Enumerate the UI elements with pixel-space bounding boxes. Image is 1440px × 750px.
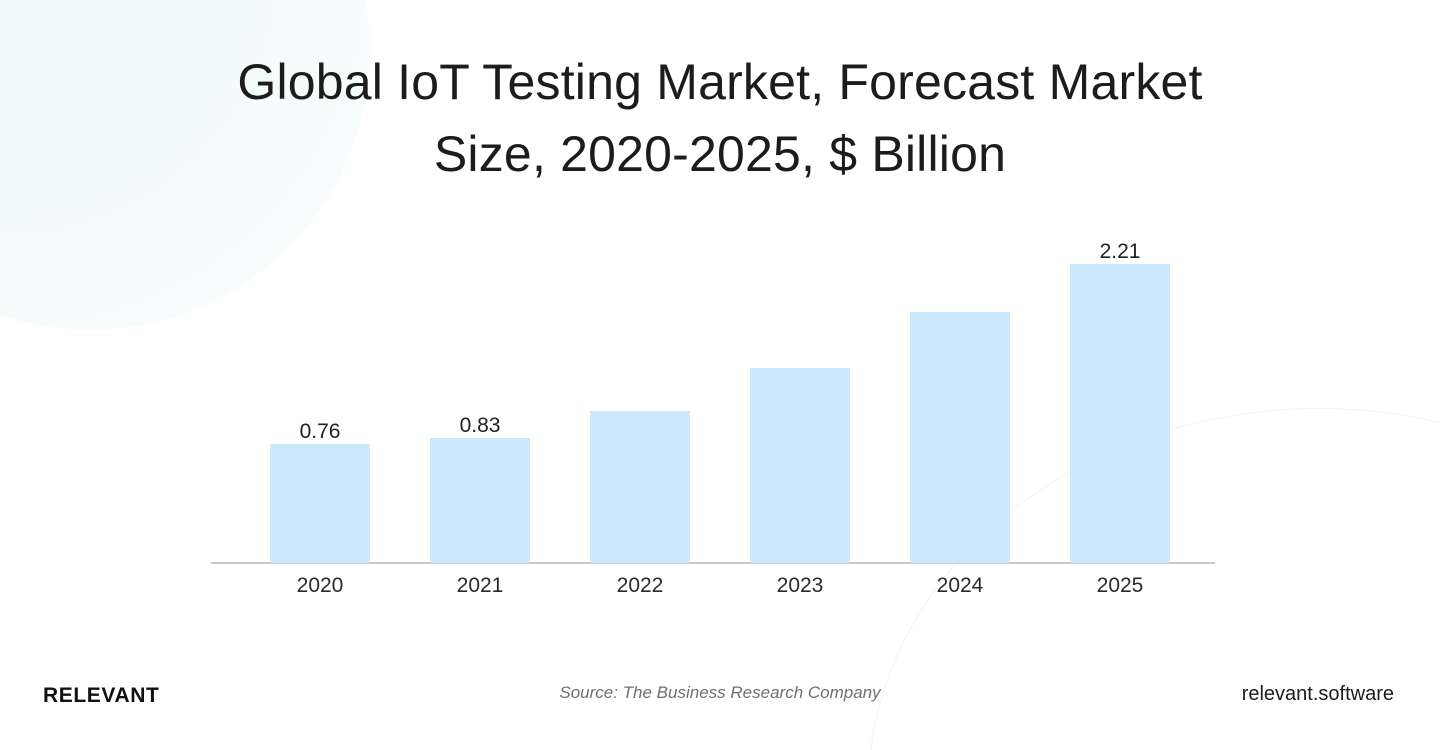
chart-title: Global IoT Testing Market, Forecast Mark… <box>237 54 1203 182</box>
bar-value-label-2020: 0.76 <box>299 420 341 443</box>
relevant-logo: RELEVANT <box>43 684 160 707</box>
x-tick-label-2025: 2025 <box>1096 574 1144 597</box>
bar-2024 <box>910 312 1010 563</box>
x-tick-label-2023: 2023 <box>776 574 824 597</box>
x-tick-label-2024: 2024 <box>936 574 984 597</box>
x-tick-label-2022: 2022 <box>616 574 664 597</box>
bar-2023 <box>750 368 850 563</box>
bar-2025 <box>1070 264 1170 563</box>
x-tick-label-2020: 2020 <box>296 574 344 597</box>
website-url: relevant.software <box>1241 683 1394 705</box>
x-tick-label-2021: 2021 <box>456 574 504 597</box>
bar-value-label-2025: 2.21 <box>1099 240 1141 263</box>
bar-2020 <box>270 444 370 563</box>
x-axis-line <box>211 562 1215 564</box>
source-credit: Source: The Business Research Company <box>559 683 881 702</box>
bar-2022 <box>590 411 690 563</box>
bar-2021 <box>430 438 530 563</box>
bar-value-label-2021: 0.83 <box>459 414 501 437</box>
